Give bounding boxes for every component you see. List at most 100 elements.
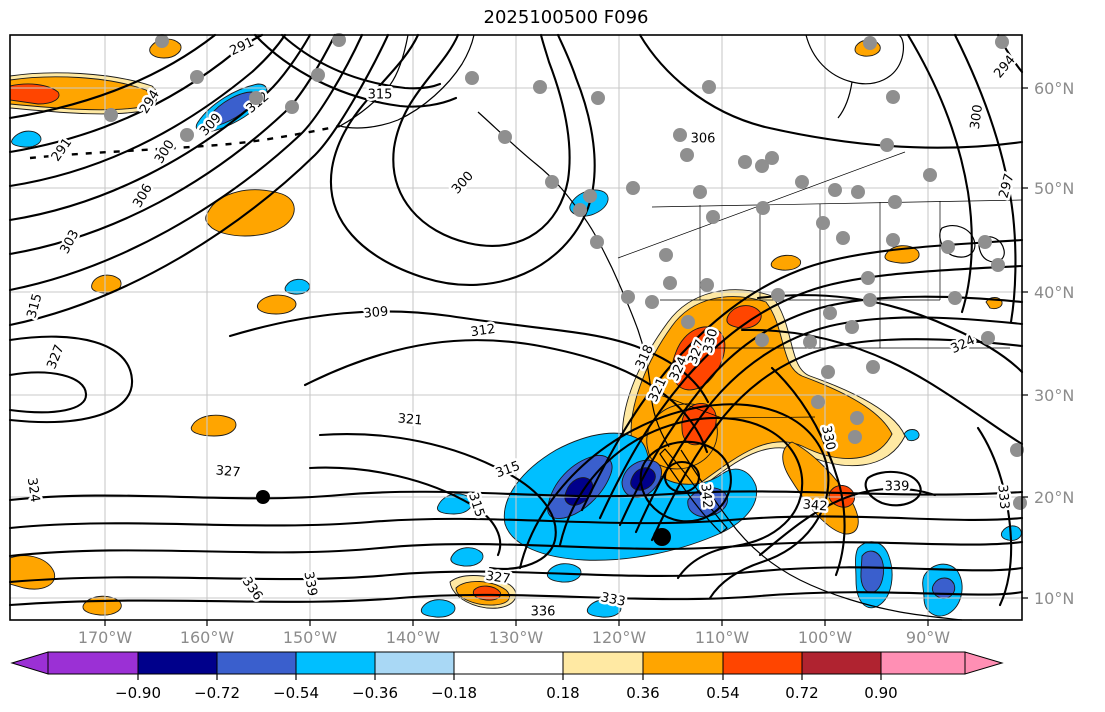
colorbar-segment: [801, 651, 882, 675]
contour-line: [953, 33, 1017, 324]
station-dot: [848, 430, 862, 444]
baja-peninsula-coast: [659, 448, 728, 534]
orange-anomaly-patch: [9, 555, 56, 590]
orange_red-anomaly-patch: [681, 403, 717, 446]
station-dot: [771, 288, 785, 302]
station-dot: [680, 148, 694, 162]
station-dot: [104, 108, 118, 122]
station-dot: [795, 175, 809, 189]
colorbar-left-arrow: [10, 651, 49, 675]
station-dot: [1013, 496, 1027, 510]
contour-line: [253, 33, 458, 108]
station-dot: [851, 185, 865, 199]
cyan-anomaly-patch: [903, 429, 920, 442]
station-dot: [621, 290, 635, 304]
lon-tick-label: 110°W: [695, 628, 750, 647]
contour-label: 297: [997, 172, 1018, 200]
colorbar-tick-label: −0.18: [431, 684, 477, 702]
contour-label: 300: [449, 169, 477, 197]
station-dot: [465, 71, 479, 85]
storm-position-marker: [256, 490, 270, 504]
station-dot: [583, 189, 597, 203]
colorbar-tick-label: 0.18: [546, 684, 579, 702]
aleutian-islands-coast: [29, 124, 341, 160]
colorbar-right-arrow: [964, 651, 1004, 675]
contour-label: 342: [697, 483, 714, 509]
contour-label: 327: [215, 463, 241, 480]
cyan-anomaly-patch: [11, 130, 42, 148]
station-dot: [755, 333, 769, 347]
contour-label: 291: [228, 35, 257, 59]
contour-line: [598, 264, 1024, 520]
lat-tick-label: 60°N: [1034, 79, 1074, 98]
station-dot: [863, 293, 877, 307]
contour-line: [906, 33, 973, 314]
station-dot: [836, 231, 850, 245]
station-layer: [104, 33, 1027, 510]
station-dot: [803, 335, 817, 349]
orange_red-anomaly-patch: [9, 83, 60, 105]
lon-tick-label: 130°W: [489, 628, 544, 647]
contour-line: [8, 590, 1024, 607]
grid-layer: [10, 35, 1022, 620]
station-dot: [755, 159, 769, 173]
mexico-coast: [680, 449, 963, 621]
contour-line: [392, 33, 571, 247]
contour-label: 294: [991, 53, 1018, 82]
lon-tick-label: 90°W: [906, 628, 950, 647]
contour-line: [518, 403, 830, 600]
contour-line: [318, 433, 557, 570]
station-dot: [1010, 443, 1024, 457]
station-dot: [706, 210, 720, 224]
station-dot: [756, 201, 770, 215]
station-dot: [828, 183, 842, 197]
cyan-anomaly-patch: [450, 547, 484, 567]
station-dot: [738, 155, 752, 169]
station-dot: [659, 248, 673, 262]
station-dot: [311, 68, 325, 82]
contour-label: 315: [494, 459, 522, 482]
station-dot: [180, 128, 194, 142]
station-dot: [249, 91, 263, 105]
station-dot: [645, 295, 659, 309]
contour-line: [663, 460, 701, 494]
station-dot: [880, 138, 894, 152]
contour-line: [740, 328, 1024, 446]
colorbar-segment: [295, 651, 376, 675]
contour-line: [758, 487, 937, 557]
lat-tick-label: 10°N: [1034, 589, 1074, 608]
colorbar-tick-label: −0.72: [194, 684, 240, 702]
contour-label: 300: [152, 137, 178, 166]
contour-line: [976, 426, 1013, 607]
station-dot: [693, 185, 707, 199]
contour-label: 309: [363, 304, 389, 321]
colorbar-segment: [562, 651, 644, 675]
royal-anomaly-patch: [860, 550, 885, 594]
contour-line: [280, 33, 442, 90]
station-dot: [861, 271, 875, 285]
station-dot: [533, 80, 547, 94]
contour-line: [639, 440, 732, 523]
contour-label: 327: [44, 343, 67, 372]
contour-line: [558, 416, 804, 580]
station-dot: [941, 240, 955, 254]
lat-tick-label: 50°N: [1034, 179, 1074, 198]
colorbar-tick-label: 0.36: [626, 684, 659, 702]
contour-label: 300: [968, 104, 986, 131]
royal-anomaly-patch: [931, 577, 956, 599]
contour-line: [308, 466, 502, 557]
station-dot: [816, 216, 830, 230]
contour-line: [8, 335, 134, 424]
contour-line: [770, 366, 846, 577]
station-dot: [663, 276, 677, 290]
contour-line: [8, 33, 217, 120]
station-dot: [811, 395, 825, 409]
station-dot: [886, 233, 900, 247]
orange-anomaly-patch: [782, 441, 859, 535]
colorbar-tick-label: 0.90: [864, 684, 897, 702]
station-dot: [498, 130, 512, 144]
contour-label: 291: [49, 136, 76, 165]
station-dot: [765, 151, 779, 165]
station-dot: [991, 258, 1005, 272]
